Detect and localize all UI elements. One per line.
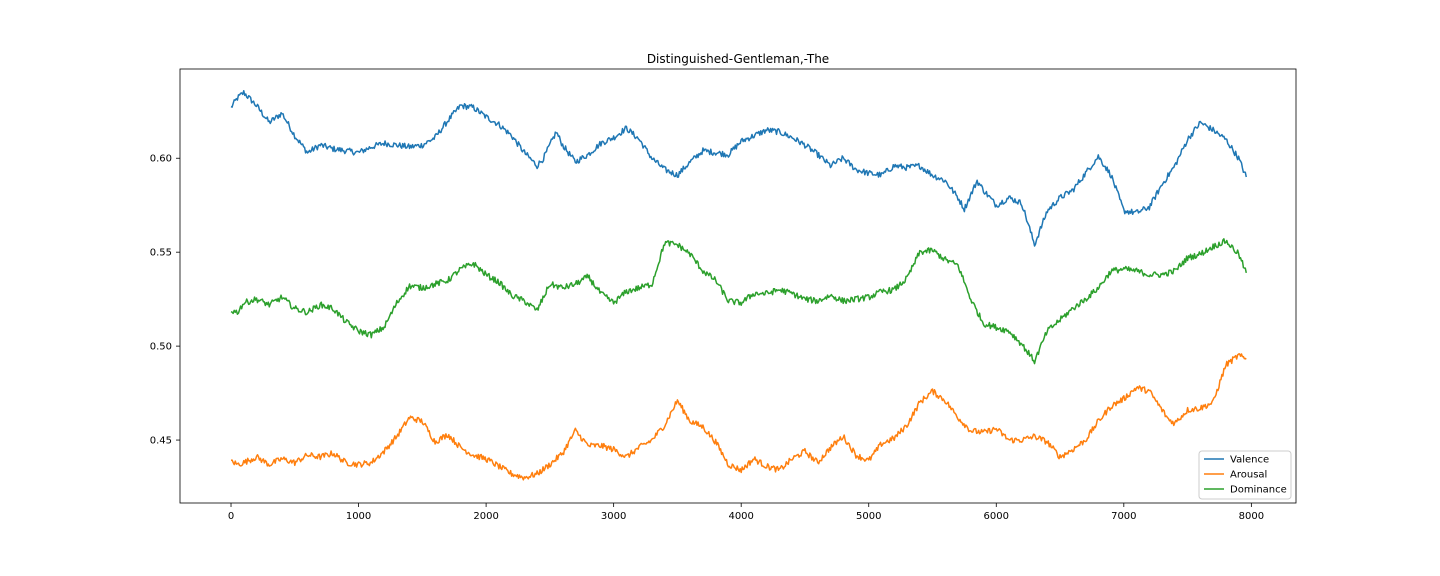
chart-title: Distinguished-Gentleman,-The bbox=[647, 52, 829, 66]
x-tick-label: 1000 bbox=[346, 511, 371, 522]
x-tick-label: 5000 bbox=[856, 511, 881, 522]
x-tick-label: 2000 bbox=[473, 511, 498, 522]
legend-box bbox=[1198, 450, 1292, 500]
series-line-arousal bbox=[230, 353, 1247, 481]
x-tick-label: 4000 bbox=[728, 511, 753, 522]
x-tick-label: 3000 bbox=[601, 511, 626, 522]
legend-label-valence: Valence bbox=[1230, 455, 1269, 466]
x-tick-label: 7000 bbox=[1111, 511, 1136, 522]
y-tick-label: 0.60 bbox=[150, 154, 172, 165]
legend: Valence Arousal Dominance bbox=[1198, 450, 1292, 500]
axes-layer: 0 1000 2000 3000 4000 5000 6000 7000 8000 0.45 0.5… bbox=[150, 68, 1297, 522]
y-tick-label: 0.55 bbox=[150, 248, 172, 259]
legend-label-arousal: Arousal bbox=[1230, 470, 1267, 481]
x-tick-label: 6000 bbox=[984, 511, 1009, 522]
plot-frame bbox=[179, 68, 1297, 504]
x-tick-label: 8000 bbox=[1239, 511, 1264, 522]
series-layer bbox=[230, 89, 1247, 481]
series-line-dominance bbox=[230, 238, 1247, 365]
legend-label-dominance: Dominance bbox=[1230, 485, 1287, 496]
x-tick-label: 0 bbox=[228, 511, 234, 522]
y-tick-label: 0.50 bbox=[150, 342, 172, 353]
y-tick-label: 0.45 bbox=[150, 436, 172, 447]
series-line-valence bbox=[230, 89, 1247, 247]
